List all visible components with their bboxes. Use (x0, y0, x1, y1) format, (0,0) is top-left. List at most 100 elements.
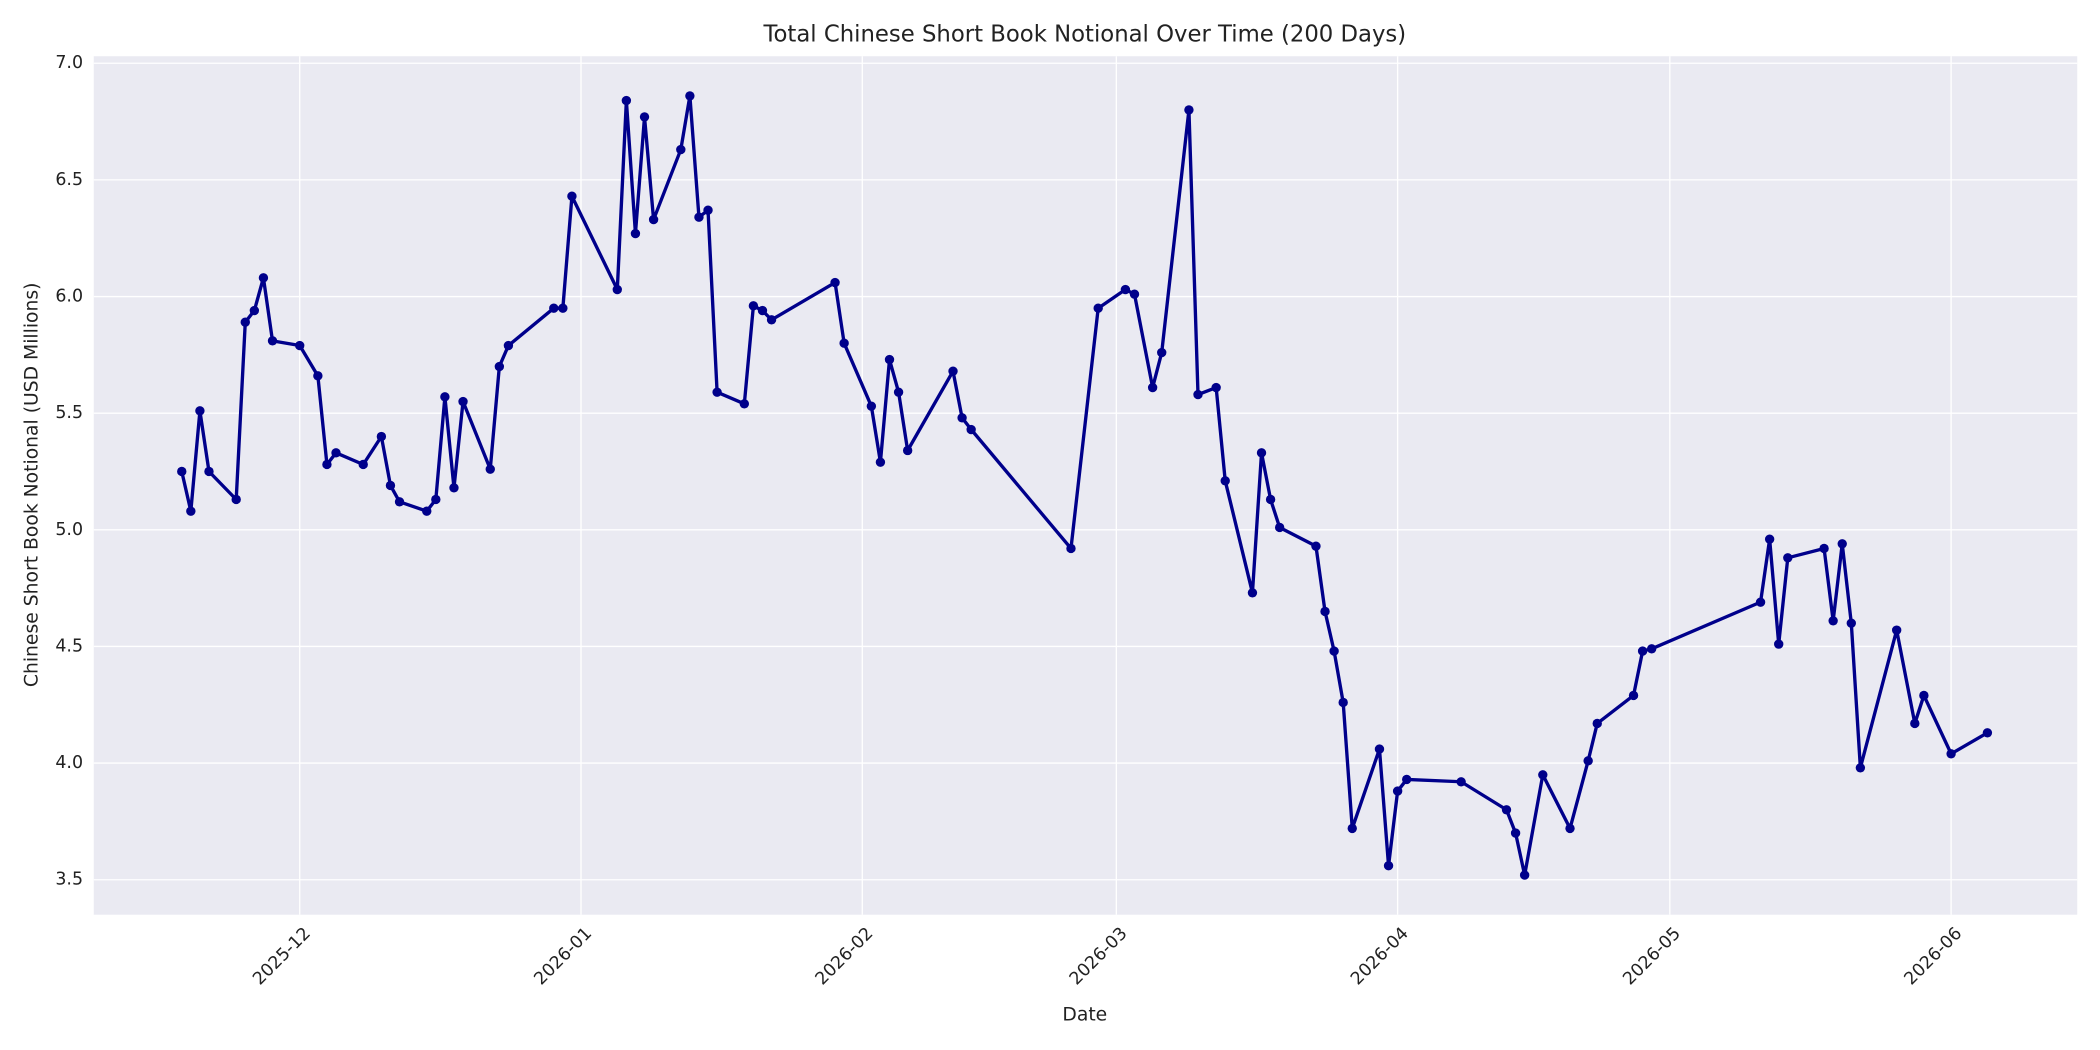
data-point (1565, 823, 1575, 834)
data-point (1774, 639, 1784, 649)
data-point (1147, 382, 1158, 393)
data-point (1828, 616, 1838, 626)
data-point (322, 459, 332, 470)
data-point (231, 494, 241, 505)
x-tick-label: 2026-02 (812, 924, 878, 990)
data-point (1646, 644, 1657, 654)
data-point (385, 480, 396, 491)
data-point (1583, 756, 1593, 766)
data-point (1311, 541, 1321, 551)
data-point (195, 406, 205, 416)
data-point (1637, 646, 1648, 656)
data-point (884, 354, 895, 365)
data-point (630, 228, 641, 239)
data-point (313, 371, 323, 381)
data-point (1946, 749, 1956, 759)
data-line (180, 94, 1989, 877)
y-tick-label: 5.0 (55, 520, 83, 540)
data-point (1392, 786, 1403, 796)
data-point (1855, 763, 1866, 773)
data-point (558, 303, 568, 313)
data-point (648, 214, 659, 225)
data-point (240, 317, 250, 327)
y-tick-label: 6.0 (55, 287, 83, 307)
plot-area (93, 56, 2078, 915)
data-point (1501, 805, 1512, 815)
data-point (766, 315, 777, 325)
data-point (394, 497, 405, 507)
data-point (1837, 539, 1847, 549)
data-point (422, 506, 432, 516)
data-point (1819, 543, 1829, 554)
data-point (1846, 618, 1856, 628)
chart-title: Total Chinese Short Book Notional Over T… (762, 21, 1406, 47)
data-point (1755, 597, 1766, 607)
y-axis-label: Chinese Short Book Notional (USD Million… (22, 283, 43, 688)
data-point (1247, 588, 1258, 598)
data-point (1066, 543, 1076, 554)
data-point (485, 464, 495, 474)
data-point (1193, 389, 1203, 400)
data-point (1783, 553, 1793, 563)
data-point (621, 95, 632, 106)
data-point (712, 387, 722, 397)
data-point (1538, 770, 1548, 780)
data-point (186, 506, 196, 516)
data-point (1374, 744, 1385, 754)
data-point (739, 399, 750, 409)
data-point (331, 448, 341, 458)
y-tick-label: 4.0 (55, 753, 83, 773)
data-point (1338, 697, 1348, 708)
data-point (748, 301, 759, 311)
y-tick-label: 4.5 (55, 636, 83, 656)
data-point (893, 387, 904, 397)
data-point (1320, 606, 1330, 617)
data-point (612, 284, 622, 295)
data-point (1592, 718, 1602, 729)
data-point (549, 303, 559, 313)
data-point (875, 457, 886, 467)
data-point (1891, 625, 1902, 635)
data-point (295, 340, 305, 351)
data-point (1129, 289, 1140, 299)
data-point (685, 91, 695, 101)
data-point (948, 366, 958, 376)
data-point (204, 466, 214, 477)
data-point (1910, 718, 1920, 729)
data-point (1274, 522, 1285, 533)
data-point (1383, 861, 1394, 871)
data-point (639, 112, 650, 122)
data-point (957, 413, 967, 423)
data-point (567, 191, 577, 201)
data-point (1265, 494, 1276, 505)
data-point (358, 459, 368, 470)
data-point (1184, 105, 1194, 115)
y-tick-label: 5.5 (55, 403, 83, 423)
data-point (1402, 774, 1412, 785)
data-point (866, 401, 877, 411)
data-point (376, 431, 387, 442)
data-point (1120, 284, 1131, 295)
data-point (1329, 646, 1339, 656)
grid (93, 56, 2078, 915)
data-point (1456, 777, 1466, 787)
data-point (1764, 534, 1775, 544)
data-point (757, 305, 768, 316)
data-point (449, 483, 459, 493)
x-tick-label: 2025-12 (249, 924, 315, 990)
data-point (1347, 823, 1357, 834)
data-point (1628, 690, 1639, 701)
x-axis-label: Date (1062, 1005, 1107, 1026)
data-point (503, 340, 514, 351)
x-tick-label: 2026-05 (1619, 924, 1685, 990)
data-point (1157, 347, 1167, 358)
data-point (1093, 303, 1103, 313)
y-tick-label: 3.5 (55, 870, 83, 890)
data-point (1211, 382, 1221, 393)
data-point (830, 277, 840, 288)
x-tick-label: 2026-01 (531, 924, 597, 990)
data-point (494, 361, 505, 372)
y-tick-label: 7.0 (55, 53, 83, 73)
